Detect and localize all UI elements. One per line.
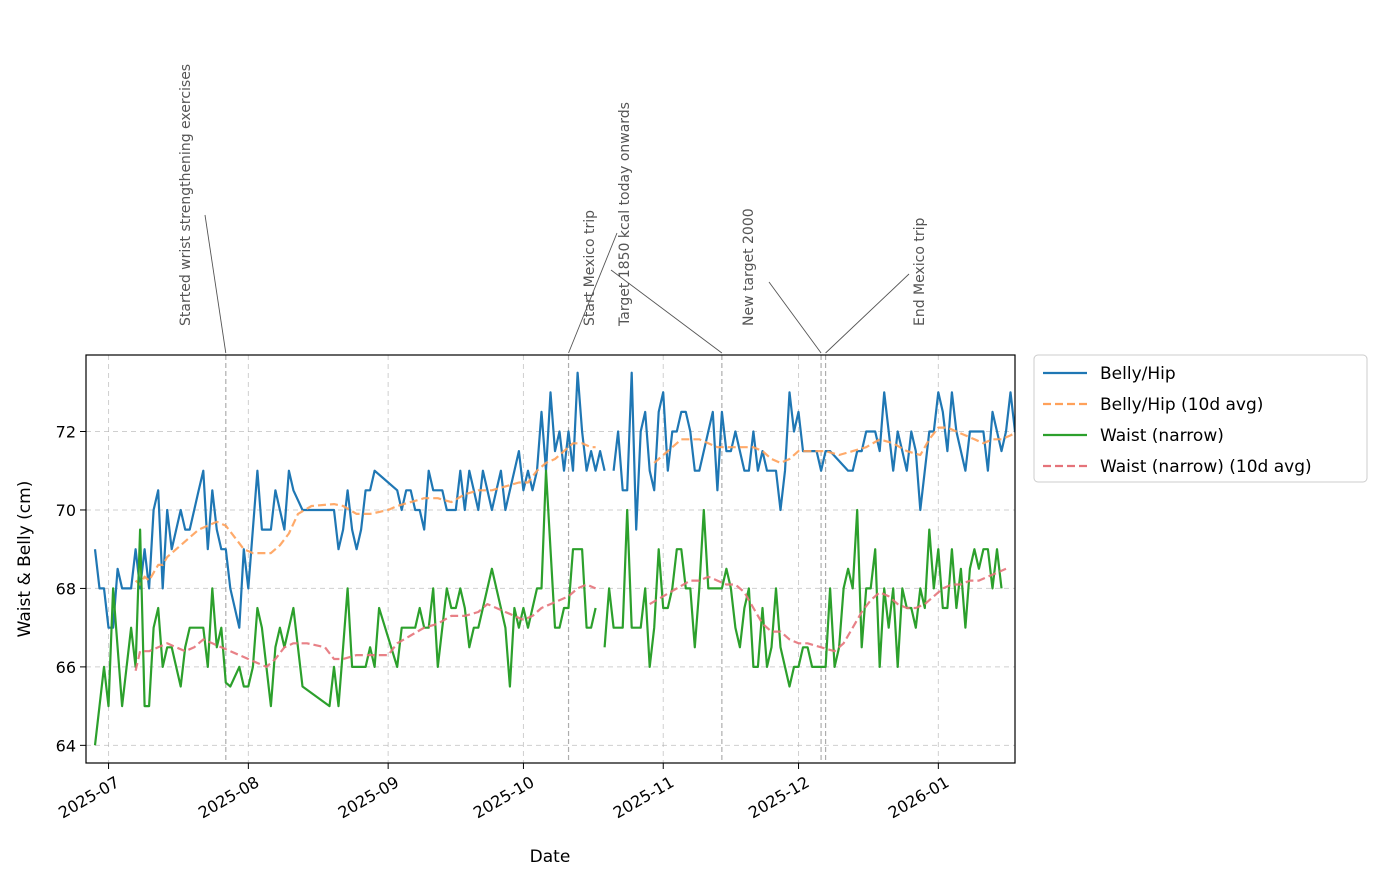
series-line-1 [93,371,1015,629]
x-tick-label: 2026-01 [885,772,952,822]
x-axis-label: Date [530,847,571,867]
x-tick-label: 2025-11 [610,772,677,822]
y-ticks: 64 66 68 70 72 [56,423,86,755]
x-tick-label: 2025-12 [745,772,812,822]
legend: Belly/Hip Belly/Hip (10d avg) Waist (narro… [1033,354,1368,483]
plot-frame [85,354,1016,764]
legend-box [1033,354,1368,483]
annotation-label: Start Mexico trip [582,210,598,326]
annotation-leader [825,273,910,354]
annotation-vlines [225,355,827,763]
annotation-label: End Mexico trip [912,217,928,326]
y-axis-label: Waist & Belly (cm) [15,481,35,638]
series-line-3 [93,469,1003,746]
legend-label: Belly/Hip (10d avg) [1100,395,1263,415]
y-tick-label: 68 [56,579,76,598]
x-tick-label: 2025-10 [470,772,537,822]
legend-label: Belly/Hip [1100,364,1176,384]
annotations: Started wrist strengthening exercises Sta… [178,64,928,354]
annotation-leader [768,281,822,354]
legend-label: Waist (narrow) (10d avg) [1100,457,1312,477]
x-ticks: 2025-07 2025-08 2025-09 2025-10 2025-11 2025-… [55,763,952,822]
series-lines [93,371,1015,746]
legend-label: Waist (narrow) [1100,426,1224,446]
series-line-2 [134,426,1015,586]
annotation-leader [610,269,723,354]
x-tick-label: 2025-08 [195,772,262,822]
annotation-label: New target 2000 [741,208,757,326]
y-tick-label: 66 [56,658,76,677]
y-tick-label: 64 [56,736,76,755]
y-tick-label: 70 [56,501,76,520]
annotation-leader [204,214,227,354]
y-tick-label: 72 [56,423,76,442]
x-tick-label: 2025-09 [335,772,402,822]
x-tick-label: 2025-07 [55,772,122,822]
annotation-label: Target 1850 kcal today onwards [617,102,633,327]
series-line-4 [134,567,1007,672]
annotation-leader [568,232,618,354]
annotation-label: Started wrist strengthening exercises [178,64,194,326]
